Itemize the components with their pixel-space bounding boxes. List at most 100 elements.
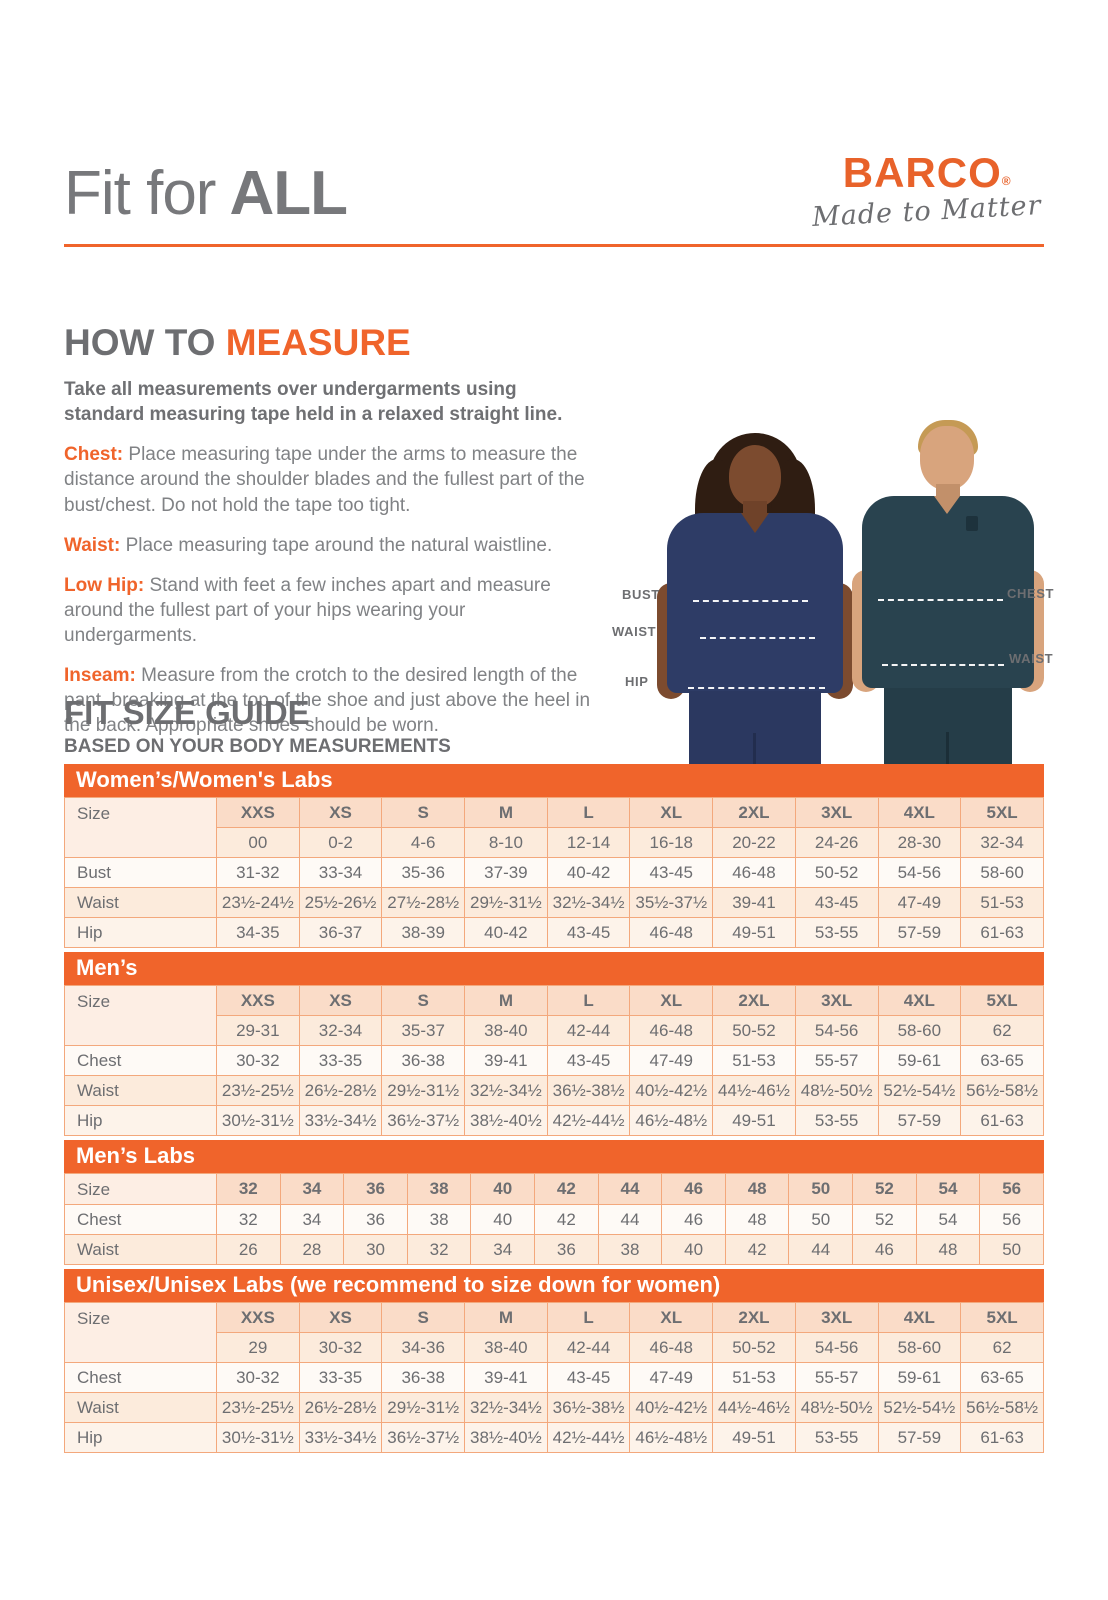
numeric-size-row: 29 30-32 34-36 38-40 42-44 46-48 50-52 54-56 58-… bbox=[65, 1332, 1044, 1363]
numeric-size-cell: 46-48 bbox=[629, 1015, 714, 1046]
size-cell: XXS bbox=[216, 797, 300, 828]
size-cell: 40 bbox=[470, 1173, 536, 1205]
size-cell: XS bbox=[298, 1302, 383, 1333]
size-header-row: Size XXS XS S M L XL 2XL 3XL 4XL 5XL bbox=[64, 985, 1044, 1046]
measure-instruction: Chest: Place measuring tape under the ar… bbox=[64, 442, 594, 517]
size-cell: S bbox=[381, 985, 466, 1016]
size-cell: XL bbox=[629, 985, 714, 1016]
size-table-block: Women’s/Women's Labs Size XXS XS S M L XL 2XL 3XL… bbox=[64, 764, 1044, 948]
registered-trademark-icon: ® bbox=[1001, 174, 1012, 188]
measurement-cell: 43-45 bbox=[629, 857, 714, 888]
measure-instruction-label: Chest: bbox=[64, 444, 124, 466]
measurement-row-label: Waist bbox=[64, 1392, 217, 1423]
numeric-size-cell: 62 bbox=[960, 1332, 1044, 1363]
measurement-row: Waist 23½-24½ 25½-26½ 27½-28½ 29½-31½ 32½-34½… bbox=[64, 887, 1044, 918]
measurement-cell: 51-53 bbox=[712, 1362, 796, 1393]
measurement-cell: 54 bbox=[915, 1204, 981, 1235]
measurement-cell: 30-32 bbox=[216, 1362, 300, 1393]
measurement-cell: 56½-58½ bbox=[960, 1075, 1044, 1106]
measurement-cell: 36-38 bbox=[381, 1045, 466, 1076]
measurement-cell: 28 bbox=[279, 1234, 345, 1265]
waist-left-label: WAIST bbox=[612, 624, 657, 639]
size-table: Size XXS XS S M L XL 2XL 3XL 4XL 5XL 29-31 32-34 35-3… bbox=[64, 985, 1044, 1136]
size-cell: M bbox=[464, 797, 548, 828]
measurement-cell: 46 bbox=[852, 1234, 917, 1265]
size-cell: 44 bbox=[597, 1173, 663, 1205]
size-table-title: Men’s Labs bbox=[64, 1140, 1044, 1173]
size-cell: 56 bbox=[979, 1173, 1044, 1205]
numeric-size-cell: 8-10 bbox=[464, 827, 548, 858]
measurement-row: Waist 26 28 30 32 34 36 38 40 42 44 46 48 50 bbox=[64, 1234, 1044, 1265]
measurement-cell: 29½-31½ bbox=[381, 1392, 466, 1423]
size-cell: 42 bbox=[534, 1173, 599, 1205]
measurement-cell: 52½-54½ bbox=[877, 1392, 962, 1423]
size-table-title: Unisex/Unisex Labs (we recommend to size… bbox=[64, 1269, 1044, 1302]
measurement-cell: 47-49 bbox=[629, 1362, 714, 1393]
measurement-cell: 39-41 bbox=[464, 1045, 548, 1076]
chest-pocket bbox=[966, 516, 978, 531]
measurement-cell: 51-53 bbox=[960, 887, 1044, 918]
size-header-row: Size XXS XS S M L XL 2XL 3XL 4XL 5XL bbox=[64, 797, 1044, 858]
measurement-cell: 23½-24½ bbox=[216, 887, 300, 918]
man-model-illustration bbox=[848, 420, 1048, 769]
numeric-size-cell: 24-26 bbox=[794, 827, 879, 858]
numeric-size-cell: 29 bbox=[216, 1332, 300, 1363]
measurement-cell: 49-51 bbox=[712, 917, 796, 948]
measurement-cell: 52½-54½ bbox=[877, 1075, 962, 1106]
size-cell: 3XL bbox=[794, 797, 879, 828]
measurement-cell: 27½-28½ bbox=[381, 887, 466, 918]
measurement-row-label: Hip bbox=[64, 917, 217, 948]
measurement-cell: 33½-34½ bbox=[298, 1422, 383, 1453]
measurement-cell: 40½-42½ bbox=[629, 1392, 714, 1423]
measurement-cell: 36 bbox=[343, 1204, 408, 1235]
measurement-cell: 35-36 bbox=[381, 857, 466, 888]
page-title-regular: Fit for bbox=[64, 159, 216, 228]
measurement-cell: 58-60 bbox=[960, 857, 1044, 888]
numeric-size-cell: 46-48 bbox=[629, 1332, 714, 1363]
bust-measure-line bbox=[693, 600, 808, 602]
size-cell: 52 bbox=[852, 1173, 917, 1205]
numeric-size-cell: 42-44 bbox=[546, 1015, 631, 1046]
measurement-cell: 50 bbox=[788, 1204, 854, 1235]
numeric-size-cell: 32-34 bbox=[960, 827, 1044, 858]
measurement-cell: 29½-31½ bbox=[464, 887, 548, 918]
measure-instruction: Low Hip: Stand with feet a few inches ap… bbox=[64, 573, 594, 648]
measurement-cell: 42½-44½ bbox=[546, 1105, 631, 1136]
measurement-cell: 30-32 bbox=[216, 1045, 300, 1076]
measurement-row: Chest 30-32 33-35 36-38 39-41 43-45 47-49 51-53… bbox=[64, 1045, 1044, 1076]
measurement-cell: 49-51 bbox=[712, 1422, 796, 1453]
measurement-cell: 53-55 bbox=[794, 917, 879, 948]
measurement-row: Waist 23½-25½ 26½-28½ 29½-31½ 32½-34½ 36½-38½… bbox=[64, 1392, 1044, 1423]
measurement-row-label: Waist bbox=[64, 887, 217, 918]
measurement-row: Chest 30-32 33-35 36-38 39-41 43-45 47-49 51-53… bbox=[64, 1362, 1044, 1393]
size-cell: L bbox=[546, 985, 631, 1016]
measurement-cell: 36½-38½ bbox=[546, 1075, 631, 1106]
measurement-cell: 55-57 bbox=[794, 1362, 879, 1393]
size-cell: 5XL bbox=[960, 797, 1044, 828]
measurement-cell: 38 bbox=[406, 1204, 472, 1235]
measurement-cell: 30½-31½ bbox=[216, 1105, 300, 1136]
measurement-cell: 26½-28½ bbox=[298, 1075, 383, 1106]
measurement-row-label: Chest bbox=[64, 1362, 217, 1393]
how-to-measure-title-gray: HOW TO bbox=[64, 322, 216, 363]
numeric-size-cell: 58-60 bbox=[877, 1332, 962, 1363]
measurement-cell: 61-63 bbox=[960, 917, 1044, 948]
size-cell: S bbox=[381, 1302, 466, 1333]
numeric-size-cell: 42-44 bbox=[546, 1332, 631, 1363]
size-table: Size XXS XS S M L XL 2XL 3XL 4XL 5XL 00 0-2 4-6 8-10 12… bbox=[64, 797, 1044, 948]
measurement-cell: 33-35 bbox=[298, 1362, 383, 1393]
size-header-label-cell: Size bbox=[64, 1173, 217, 1205]
size-cell: L bbox=[546, 1302, 631, 1333]
size-header-row: Size 32 34 36 38 40 42 44 46 48 50 52 54 56 bbox=[64, 1173, 1044, 1205]
measurement-cell: 30½-31½ bbox=[216, 1422, 300, 1453]
measurement-cell: 43-45 bbox=[546, 1045, 631, 1076]
measurement-cell: 48 bbox=[724, 1204, 790, 1235]
measurement-cell: 47-49 bbox=[877, 887, 962, 918]
measurement-cell: 38½-40½ bbox=[464, 1422, 548, 1453]
size-header-label-cell: Size bbox=[64, 797, 217, 858]
numeric-size-cell: 38-40 bbox=[464, 1015, 548, 1046]
measurement-cell: 57-59 bbox=[877, 1105, 962, 1136]
size-cell: XS bbox=[298, 985, 383, 1016]
size-table: Size XXS XS S M L XL 2XL 3XL 4XL 5XL 29 30-32 34-36 38… bbox=[64, 1302, 1044, 1453]
measurement-row-label: Chest bbox=[64, 1204, 217, 1235]
